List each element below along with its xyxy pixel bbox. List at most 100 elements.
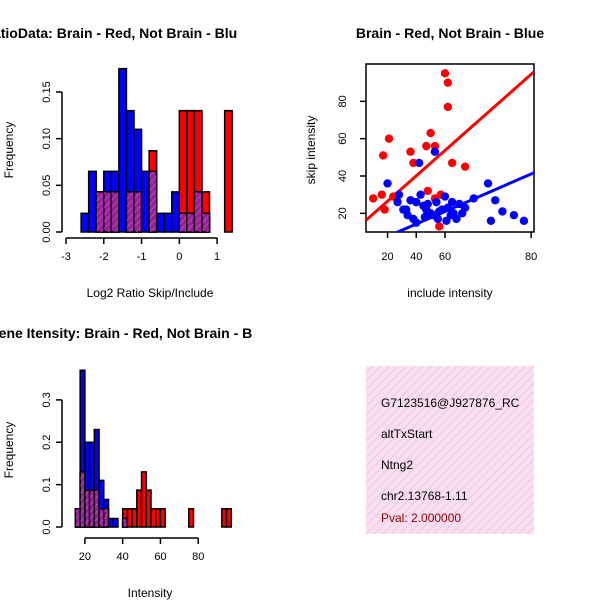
intensity-histogram-panel: Gene Itensity: Brain - Red, Not Brain - … [0,325,252,600]
ratio-y-tick-label: 0.15 [41,81,53,102]
scatter-x-tick-label: 80 [525,251,537,263]
scatter-point-not-brain [509,211,519,220]
scatter-point-brain [423,186,432,196]
info-event-type: altTxStart [381,427,433,441]
scatter-point-not-brain [483,179,493,188]
scatter-point-brain [368,194,378,203]
ratio-bar-overlap-hatching [179,213,187,232]
scatter-x-tick-label: 60 [439,251,451,263]
scatter-x-tick-label: 20 [381,251,393,263]
info-location: chr2.13768-1.11 [381,489,468,503]
intensity-y-tick-label: 0.2 [41,435,53,450]
ratio-x-axis-label: Log2 Ratio Skip/Include [87,286,214,300]
scatter-point-brain [443,78,453,87]
scatter-point-not-brain [432,197,441,207]
scatter-point-not-brain [383,179,392,188]
scatter-point-brain [426,128,435,138]
intensity-chart-title: Gene Itensity: Brain - Red, Not Brain - … [0,325,252,341]
scatter-clipped-marks [366,69,534,232]
scatter-point-not-brain [440,192,450,201]
ratio-bar-not-brain [155,212,165,233]
ratio-bar-not-brain [118,67,128,233]
intensity-axes: 20 40 60 80 0.0 0.1 0.2 0.3 [41,392,204,563]
intensity-y-tick-label: 0.1 [41,477,53,492]
ratio-bar-not-brain [163,212,173,233]
intensity-bar-brain [225,508,233,528]
scatter-panel: Brain - Red, Not Brain - Blue include in… [304,25,544,300]
scatter-point-brain [447,158,457,168]
intensity-y-tick-label: 0.3 [41,392,53,407]
intensity-bar-overlap-hatching [94,490,100,527]
intensity-x-tick-label: 80 [192,551,204,563]
intensity-y-axis-label: Frequency [2,422,16,479]
ratio-histogram-panel: RatioData: Brain - Red, Not Brain - Blu … [0,25,237,300]
scatter-y-tick-label: 60 [337,133,349,145]
scatter-fit-line-brain [366,70,534,222]
scatter-point-not-brain [430,147,440,156]
ratio-bar-not-brain [80,212,90,233]
scatter-point-brain [406,147,415,156]
ratio-bars [80,67,233,233]
scatter-point-not-brain [393,197,402,207]
scatter-point-not-brain [416,190,425,199]
scatter-axes: 20 40 60 80 20 40 60 80 [337,95,537,263]
intensity-bar-overlap-hatching [89,490,95,527]
ratio-bar-overlap-hatching [103,191,112,232]
ratio-chart-title: RatioData: Brain - Red, Not Brain - Blu [0,25,237,41]
intensity-bar-overlap-hatching [84,490,90,527]
intensity-bar-overlap-hatching [80,471,85,527]
intensity-bar-not-brain [112,517,119,528]
ratio-bar-overlap-hatching [134,191,142,232]
ratio-x-tick-label: 1 [214,251,220,263]
scatter-plot-frame [365,63,535,233]
scatter-point-not-brain [412,197,421,207]
info-panel: G7123516@J927876_RC altTxStart Ntng2 chr… [366,366,534,534]
scatter-y-tick-label: 80 [337,95,349,107]
ratio-x-tick-label: 0 [176,251,182,263]
scatter-x-axis-label: include intensity [407,286,492,300]
intensity-bar-overlap-hatching [122,518,128,527]
intensity-x-axis-label: Intensity [128,586,173,600]
info-probe-id: G7123516@J927876_RC [381,396,520,410]
intensity-x-tick-label: 40 [117,551,129,563]
scatter-point-brain [384,134,394,143]
scatter-marks [366,69,534,232]
ratio-y-tick-label: 0.10 [41,128,53,149]
ratio-bar-overlap-hatching [194,191,202,232]
ratio-bar-overlap-hatching [186,213,195,232]
scatter-point-not-brain [498,207,507,216]
ratio-bar-not-brain [87,170,97,233]
intensity-bar-overlap-hatching [103,508,109,527]
ratio-y-tick-label: 0.05 [41,175,53,196]
intensity-bars [74,369,233,528]
ratio-bar-not-brain [171,191,181,233]
scatter-point-brain [443,102,453,112]
intensity-bar-brain [188,508,195,528]
ratio-bar-brain [223,109,233,233]
intensity-bar-overlap-hatching [75,508,81,527]
ratio-x-tick-label: -1 [137,251,147,263]
scatter-point-not-brain [452,214,461,224]
scatter-point-not-brain [394,190,404,199]
scatter-point-not-brain [460,203,470,212]
scatter-point-brain [409,158,418,168]
info-gene-name: Ntng2 [381,458,413,472]
scatter-point-not-brain [486,216,496,225]
scatter-fit-line-not-brain [394,171,534,232]
scatter-chart-title: Brain - Red, Not Brain - Blue [356,25,544,41]
intensity-bar-brain [159,508,166,528]
intensity-y-tick-label: 0.0 [41,519,53,534]
scatter-point-not-brain [447,197,457,207]
ratio-x-tick-label: -3 [61,251,71,263]
scatter-point-not-brain [423,199,432,209]
ratio-bar-overlap-hatching [126,191,134,232]
scatter-y-tick-label: 40 [337,170,349,182]
scatter-x-tick-label: 40 [410,251,422,263]
scatter-point-brain [440,69,450,78]
ratio-bar-overlap-hatching [96,191,104,232]
ratio-y-axis-label: Frequency [2,122,16,179]
info-pval: Pval: 2.000000 [381,511,461,525]
ratio-bar-overlap-hatching [111,191,119,232]
scatter-point-not-brain [491,196,500,205]
